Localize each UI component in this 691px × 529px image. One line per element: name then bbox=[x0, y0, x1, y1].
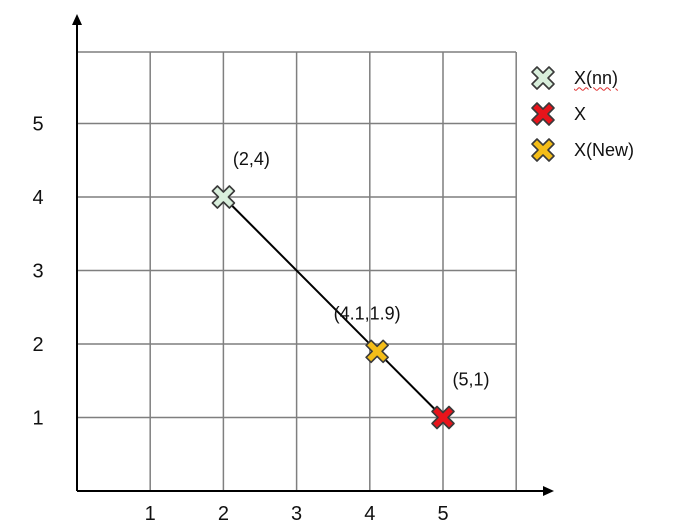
y-tick-label: 4 bbox=[32, 187, 43, 209]
x-tick-label: 1 bbox=[145, 503, 156, 525]
x-axis-arrow bbox=[543, 486, 554, 496]
y-tick-label: 2 bbox=[32, 334, 43, 356]
light-green-cross-icon bbox=[531, 66, 555, 90]
point-labels: (2,4) (5,1) (4.1,1.9) bbox=[233, 149, 490, 390]
axes bbox=[72, 14, 554, 496]
cross-mark bbox=[431, 405, 455, 430]
data-point-label: (5,1) bbox=[452, 370, 489, 390]
yellow-cross-icon bbox=[531, 138, 555, 162]
data-point-label: (2,4) bbox=[233, 149, 270, 169]
legend-label: X(nn) bbox=[574, 67, 619, 88]
x-tick-label: 2 bbox=[218, 503, 229, 525]
y-tick-label: 5 bbox=[32, 114, 43, 136]
data-point-marker bbox=[211, 185, 236, 209]
data-point-label: (4.1,1.9) bbox=[334, 303, 401, 323]
data-points bbox=[211, 185, 455, 430]
connecting-lines bbox=[222, 196, 444, 419]
legend-item-x-nn: X(nn) bbox=[528, 60, 634, 96]
legend: X(nn) X X(New) bbox=[528, 60, 634, 168]
red-cross-icon bbox=[531, 102, 555, 126]
data-point-marker bbox=[365, 339, 389, 364]
legend-item-x: X bbox=[528, 96, 634, 132]
legend-item-x-new: X(New) bbox=[528, 132, 634, 168]
x-tick-label: 5 bbox=[437, 503, 448, 525]
y-tick-label: 3 bbox=[32, 261, 43, 283]
legend-label: X bbox=[574, 103, 587, 124]
cross-mark bbox=[211, 185, 236, 209]
legend-label: X(New) bbox=[574, 139, 635, 160]
connecting-line bbox=[222, 196, 444, 419]
y-tick-label: 1 bbox=[32, 408, 43, 430]
tick-labels: 1 2 3 4 5 1 2 3 4 5 bbox=[32, 114, 448, 526]
data-point-marker bbox=[431, 405, 455, 430]
cross-mark bbox=[365, 339, 389, 364]
x-tick-label: 3 bbox=[291, 503, 302, 525]
y-axis-arrow bbox=[72, 14, 82, 25]
x-tick-label: 4 bbox=[364, 503, 375, 525]
